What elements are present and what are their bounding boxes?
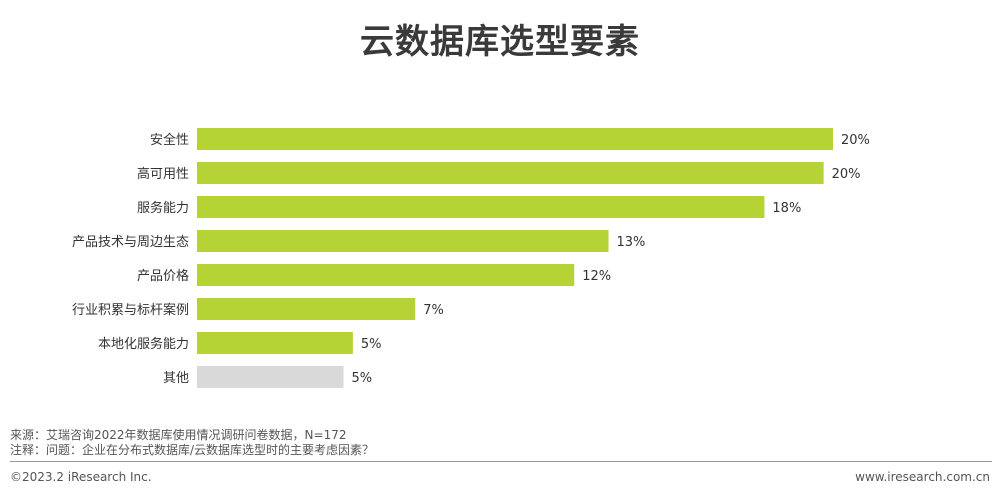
category-label: 安全性 bbox=[150, 132, 189, 148]
bar bbox=[197, 366, 344, 388]
category-label: 行业积累与标杆案例 bbox=[72, 303, 189, 318]
value-label: 18% bbox=[772, 201, 801, 216]
category-label: 本地化服务能力 bbox=[98, 336, 189, 352]
bar bbox=[197, 230, 609, 252]
value-label: 13% bbox=[617, 235, 646, 250]
source-note: 来源：艾瑞咨询2022年数据库使用情况调研问卷数据，N=172 bbox=[10, 428, 347, 442]
bar bbox=[197, 128, 833, 150]
value-label: 20% bbox=[832, 167, 861, 182]
category-label: 产品技术与周边生态 bbox=[72, 235, 189, 250]
category-label: 高可用性 bbox=[137, 166, 189, 182]
question-note: 注释：问题：企业在分布式数据库/云数据库选型时的主要考虑因素？ bbox=[10, 443, 375, 457]
footer-divider bbox=[10, 461, 992, 462]
chart-title: 云数据库选型要素 bbox=[360, 22, 640, 62]
bar bbox=[197, 264, 575, 286]
copyright: ©2023.2 iResearch Inc. bbox=[10, 470, 152, 484]
bar bbox=[197, 162, 824, 184]
category-label: 服务能力 bbox=[137, 200, 189, 216]
bar bbox=[197, 298, 416, 320]
value-label: 12% bbox=[582, 269, 611, 284]
bar bbox=[197, 332, 353, 354]
category-label: 产品价格 bbox=[137, 268, 189, 284]
value-label: 5% bbox=[352, 371, 373, 386]
bar bbox=[197, 196, 765, 218]
category-label: 其他 bbox=[163, 371, 189, 386]
notes: 来源：艾瑞咨询2022年数据库使用情况调研问卷数据，N=172 注释：问题：企业… bbox=[10, 428, 374, 458]
bar-chart: 安全性 20% 高可用性 20% 服务能力 18% 产品技术与周边生态 13% 产品价格 12% 行… bbox=[72, 128, 870, 388]
value-label: 20% bbox=[841, 133, 870, 148]
value-label: 5% bbox=[361, 337, 382, 352]
bars-group: 安全性 20% 高可用性 20% 服务能力 18% 产品技术与周边生态 13% 产品价格 12% 行… bbox=[72, 128, 870, 388]
value-label: 7% bbox=[423, 303, 444, 318]
website-link: www.iresearch.com.cn bbox=[855, 470, 990, 484]
